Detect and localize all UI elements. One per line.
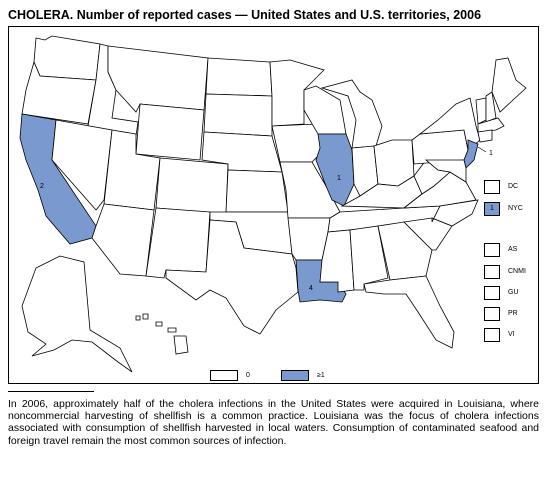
state-massachusetts [477,117,505,133]
territory-dc-label: DC [508,183,519,190]
state-texas [165,219,299,335]
state-ohio [373,139,415,187]
state-vermont [475,97,487,125]
state-hawaii-oahu [155,321,163,327]
state-new-mexico [145,207,211,279]
map-title: CHOLERA. Number of reported cases — Unit… [8,8,482,22]
legend-label-one-or-more: ≥1 [317,372,325,379]
label-louisiana: 4 [309,285,313,292]
state-washington [33,35,101,81]
territory-cnmi-label: CNMI [508,268,526,275]
territory-nyc-box: 1 [484,202,500,216]
territory-as-box [484,243,500,257]
territory-gu-label: GU [508,289,519,296]
state-illinois [315,133,355,207]
state-new-york [418,97,481,151]
state-colorado [155,157,229,215]
legend-swatch-zero [210,370,238,381]
state-hawaii-big-island [173,335,189,355]
territory-as-label: AS [508,246,518,253]
state-nevada [51,119,113,211]
footnote: In 2006, approximately half of the chole… [8,398,539,447]
legend-swatch-one-or-more [281,370,309,381]
label-new-jersey: 1 [489,150,493,157]
territory-nyc-label: NYC [508,205,523,212]
state-wyoming [135,103,205,161]
state-alaska [21,255,133,373]
territory-pr-box [484,307,500,321]
territory-cnmi-box [484,265,500,279]
state-hawaii-kauai [142,313,149,320]
footnote-rule [8,391,94,392]
state-kansas [225,169,289,213]
state-montana [107,45,209,113]
state-hawaii-maui [167,327,177,333]
territory-gu-box [484,286,500,300]
state-michigan [320,79,383,149]
state-south-dakota [203,93,273,137]
map-frame [8,26,539,384]
label-illinois: 1 [337,175,341,182]
state-hawaii-niihau [135,315,141,321]
state-north-dakota [205,57,273,97]
territory-dc-box [484,180,500,194]
territory-vi-label: VI [508,331,515,338]
state-maryland [424,159,467,183]
territory-pr-label: PR [508,310,518,317]
state-new-hampshire [485,91,497,123]
state-maine [491,57,527,113]
label-california: 2 [40,183,44,190]
state-connecticut [477,129,493,143]
state-florida [363,275,455,349]
nyc-leader-line [477,146,487,153]
state-arizona [91,203,155,277]
state-pennsylvania [411,129,469,165]
territory-vi-box [484,328,500,342]
legend-label-zero: 0 [246,372,250,379]
state-south-carolina [403,217,453,251]
